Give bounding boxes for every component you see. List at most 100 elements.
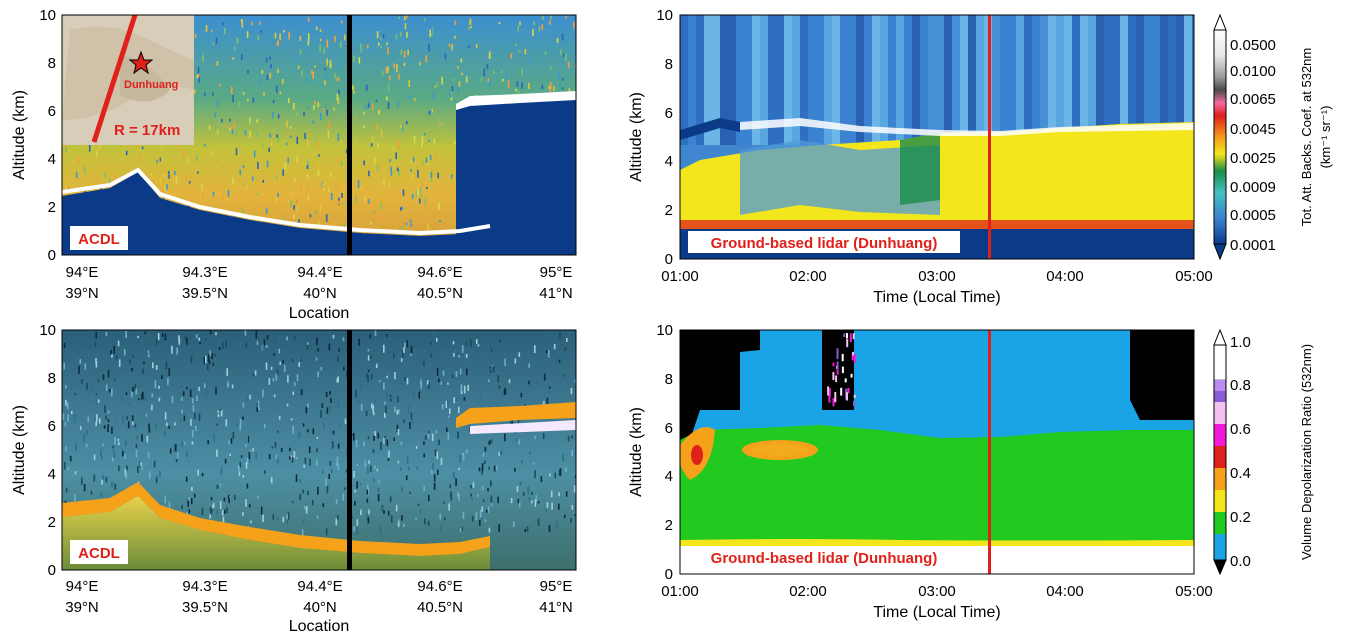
column-stripe (856, 15, 864, 145)
noise-speck (194, 494, 196, 498)
depol-streak (853, 333, 855, 339)
noise-speck (355, 390, 357, 398)
noise-speck (353, 433, 355, 441)
noise-speck (320, 205, 322, 212)
noise-speck (555, 473, 557, 479)
noise-speck (249, 452, 251, 459)
noise-speck (267, 161, 269, 168)
noise-speck (411, 346, 413, 353)
noise-speck (287, 132, 289, 135)
noise-speck (282, 79, 284, 84)
noise-speck (482, 487, 484, 491)
noise-speck (317, 371, 319, 377)
noise-speck (207, 440, 209, 444)
noise-speck (483, 499, 485, 502)
noise-speck (487, 488, 489, 491)
noise-speck (338, 133, 340, 141)
noise-speck (166, 361, 168, 369)
noise-speck (416, 219, 418, 223)
noise-speck (366, 373, 368, 378)
noise-speck (419, 392, 421, 399)
noise-speck (326, 528, 328, 535)
noise-speck (439, 220, 441, 222)
noise-speck (322, 471, 324, 474)
noise-speck (294, 336, 296, 341)
noise-speck (88, 354, 90, 359)
noise-speck (385, 406, 387, 414)
noise-speck (318, 170, 320, 177)
noise-speck (124, 349, 126, 355)
noise-speck (324, 80, 326, 84)
noise-speck (519, 50, 521, 53)
noise-speck (159, 398, 161, 402)
noise-speck (313, 428, 315, 434)
noise-speck (262, 514, 264, 522)
column-stripe (928, 15, 936, 145)
noise-speck (441, 458, 443, 465)
noise-speck (113, 346, 115, 354)
noise-speck (189, 509, 191, 513)
noise-speck (527, 526, 529, 531)
noise-speck (434, 483, 436, 490)
noise-speck (377, 123, 379, 130)
noise-speck (506, 74, 508, 80)
noise-speck (370, 222, 372, 225)
noise-speck (185, 175, 187, 182)
noise-speck (244, 183, 246, 185)
noise-speck (257, 341, 259, 345)
noise-speck (543, 433, 545, 439)
depol-streak (854, 395, 856, 398)
noise-speck (373, 478, 375, 482)
noise-speck (440, 373, 442, 376)
cbar-tick: 0.2 (1230, 509, 1251, 526)
noise-speck (401, 515, 403, 521)
noise-speck (214, 354, 216, 357)
noise-speck (539, 26, 541, 32)
noise-speck (316, 448, 318, 452)
noise-speck (476, 44, 478, 48)
noise-speck (102, 443, 104, 446)
ytick: 6 (48, 103, 56, 120)
noise-speck (433, 92, 435, 99)
noise-speck (322, 183, 324, 187)
noise-speck (106, 477, 108, 483)
noise-speck (397, 101, 399, 108)
noise-speck (338, 98, 340, 104)
noise-speck (158, 333, 160, 340)
noise-speck (380, 526, 382, 534)
bottom-right-time-marker (988, 330, 991, 574)
noise-speck (563, 374, 565, 376)
noise-speck (293, 392, 295, 395)
noise-speck (445, 53, 447, 59)
noise-speck (457, 492, 459, 497)
noise-speck (276, 134, 278, 138)
noise-speck (461, 73, 463, 76)
noise-speck (293, 205, 295, 210)
noise-speck (297, 197, 299, 203)
noise-speck (509, 379, 511, 383)
noise-speck (261, 507, 263, 515)
noise-speck (306, 407, 308, 414)
noise-speck (440, 126, 442, 130)
ytick: 4 (48, 466, 56, 483)
noise-speck (312, 500, 314, 505)
cbar-tick: 1.0 (1230, 334, 1251, 351)
noise-speck (573, 22, 575, 29)
noise-speck (132, 387, 134, 392)
column-stripe (1032, 15, 1040, 145)
column-stripe (1048, 15, 1056, 145)
noise-speck (301, 70, 303, 77)
noise-speck (187, 158, 189, 162)
noise-speck (378, 433, 380, 439)
noise-speck (217, 61, 219, 66)
noise-speck (568, 62, 570, 69)
noise-speck (534, 345, 536, 353)
noise-speck (517, 81, 519, 87)
cbar-tick: 0.0045 (1230, 121, 1276, 138)
noise-speck (96, 393, 98, 395)
noise-speck (75, 471, 77, 474)
noise-speck (201, 184, 203, 191)
bottom-right-xlabel: Time (Local Time) (873, 604, 1000, 621)
noise-speck (190, 390, 192, 397)
noise-speck (520, 482, 522, 485)
